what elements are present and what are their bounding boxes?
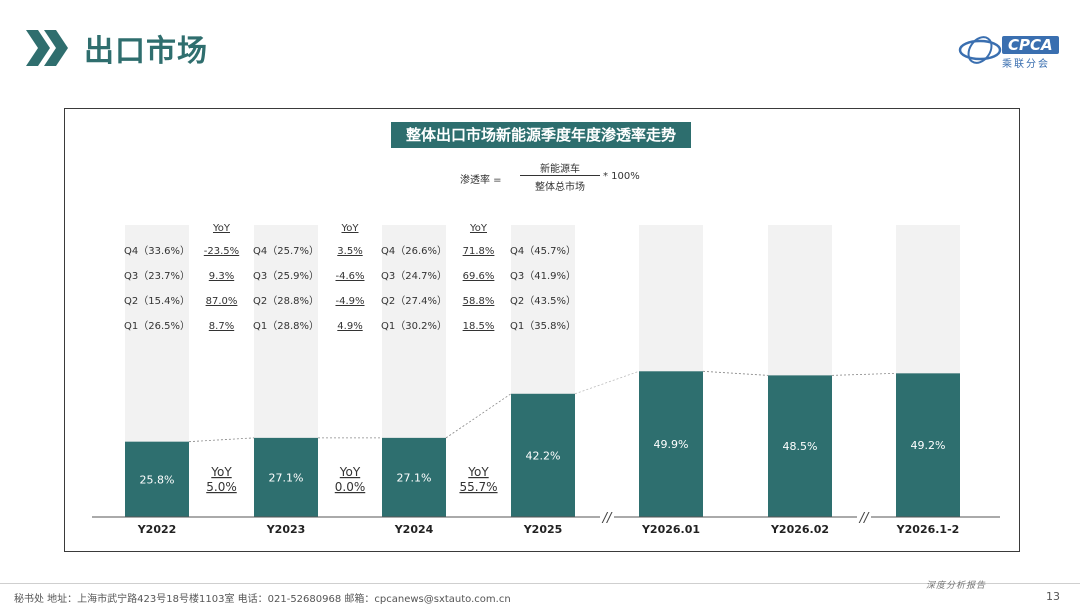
quarter-label: Q4（26.6%） bbox=[381, 245, 447, 257]
x-tick-label: Y2026.1-2 bbox=[896, 523, 960, 536]
bar-value-label: 49.2% bbox=[911, 439, 946, 452]
bar-Y2025 bbox=[511, 393, 575, 517]
axis-break-mark: // bbox=[859, 511, 870, 526]
quarter-yoy-header: YoY bbox=[340, 223, 359, 234]
quarter-yoy-header: YoY bbox=[469, 223, 488, 234]
quarter-yoy-value: 58.8% bbox=[463, 296, 495, 307]
quarter-label: Q3（24.7%） bbox=[381, 270, 447, 282]
formula-rhs: * 100% bbox=[603, 171, 640, 182]
bar-value-label: 42.2% bbox=[526, 449, 561, 462]
formula-fraction-bar bbox=[520, 175, 600, 176]
quarter-yoy-value: 9.3% bbox=[209, 271, 234, 282]
quarter-label: Q2（15.4%） bbox=[124, 295, 190, 307]
bar-Y2026.02 bbox=[768, 375, 832, 517]
quarter-yoy-header: YoY bbox=[212, 223, 231, 234]
quarter-yoy-value: 18.5% bbox=[463, 321, 495, 332]
quarter-label: Q3（25.9%） bbox=[253, 270, 319, 282]
footer-report-tag: 深度分析报告 bbox=[926, 581, 987, 591]
axis-break-mark: // bbox=[602, 511, 613, 526]
bar-Y2023 bbox=[254, 437, 318, 517]
chart-frame bbox=[64, 108, 1020, 552]
quarter-label: Q4（45.7%） bbox=[510, 245, 576, 257]
quarter-label: Q4（33.6%） bbox=[124, 245, 190, 257]
axis-break-gap bbox=[600, 511, 614, 523]
quarter-yoy-value: 4.9% bbox=[337, 321, 362, 332]
annual-yoy-label: YoY bbox=[467, 465, 489, 479]
bar-value-label: 27.1% bbox=[269, 471, 304, 484]
quarter-yoy-value: 69.6% bbox=[463, 271, 495, 282]
quarter-label: Q3（41.9%） bbox=[510, 270, 576, 282]
trend-connector bbox=[702, 370, 769, 376]
bar-value-label: 25.8% bbox=[140, 473, 175, 486]
quarter-yoy-value: 87.0% bbox=[206, 296, 238, 307]
formula-denominator: 整体总市场 bbox=[535, 182, 585, 193]
cpca-logo-icon bbox=[958, 36, 1002, 64]
quarter-label: Q1（26.5%） bbox=[124, 320, 190, 332]
chart-title: 整体出口市场新能源季度年度渗透率走势 bbox=[391, 122, 691, 148]
axis-break-gap bbox=[857, 511, 871, 523]
quarter-yoy-value: -23.5% bbox=[204, 246, 239, 257]
page-number: 13 bbox=[1046, 590, 1060, 603]
bar-Y2022 bbox=[125, 441, 189, 517]
bar-value-label: 49.9% bbox=[654, 438, 689, 451]
quarter-label: Q2（27.4%） bbox=[381, 295, 447, 307]
trend-connector bbox=[445, 393, 512, 439]
quarter-yoy-value: -4.9% bbox=[335, 296, 364, 307]
quarter-label: Q1（35.8%） bbox=[510, 320, 576, 332]
footer-contact-info: 秘书处 地址：上海市武宁路423号18号楼1103室 电话：021-526809… bbox=[14, 594, 511, 605]
annual-yoy-label: YoY bbox=[339, 465, 361, 479]
annual-yoy-label: YoY bbox=[210, 465, 232, 479]
header-chevron-icon bbox=[26, 30, 68, 66]
quarter-yoy-value: 71.8% bbox=[463, 246, 495, 257]
annual-yoy-value: 55.7% bbox=[459, 480, 497, 494]
quarter-label: Q1（28.8%） bbox=[253, 320, 319, 332]
page-title: 出口市场 bbox=[84, 34, 208, 69]
x-tick-label: Y2026.01 bbox=[641, 523, 700, 536]
x-tick-label: Y2026.02 bbox=[770, 523, 829, 536]
bar-value-label: 48.5% bbox=[783, 440, 818, 453]
trend-connector bbox=[831, 372, 897, 376]
trend-connector bbox=[574, 370, 640, 395]
x-tick-label: Y2023 bbox=[266, 523, 306, 536]
bar-Y2026.1-2 bbox=[896, 373, 960, 517]
bar-Y2024 bbox=[382, 437, 446, 517]
logo-text: CPCA bbox=[1002, 36, 1059, 54]
quarter-yoy-value: 8.7% bbox=[209, 321, 234, 332]
quarter-yoy-value: 3.5% bbox=[337, 246, 362, 257]
x-tick-label: Y2025 bbox=[523, 523, 563, 536]
x-tick-label: Y2024 bbox=[394, 523, 434, 536]
footer-divider bbox=[0, 583, 1080, 584]
quarter-label: Q3（23.7%） bbox=[124, 270, 190, 282]
annual-yoy-value: 5.0% bbox=[206, 480, 237, 494]
quarter-label: Q4（25.7%） bbox=[253, 245, 319, 257]
quarter-label: Q2（28.8%） bbox=[253, 295, 319, 307]
quarter-label: Q1（30.2%） bbox=[381, 320, 447, 332]
trend-connector bbox=[188, 437, 255, 443]
quarter-yoy-value: -4.6% bbox=[335, 271, 364, 282]
formula-lhs: 渗透率 = bbox=[460, 175, 502, 186]
x-tick-label: Y2022 bbox=[137, 523, 177, 536]
formula-numerator: 新能源车 bbox=[540, 164, 580, 175]
bar-value-label: 27.1% bbox=[397, 471, 432, 484]
annual-yoy-value: 0.0% bbox=[335, 480, 366, 494]
bar-Y2026.01 bbox=[639, 371, 703, 517]
quarter-label: Q2（43.5%） bbox=[510, 295, 576, 307]
logo-subtitle: 乘联分会 bbox=[1002, 59, 1050, 70]
